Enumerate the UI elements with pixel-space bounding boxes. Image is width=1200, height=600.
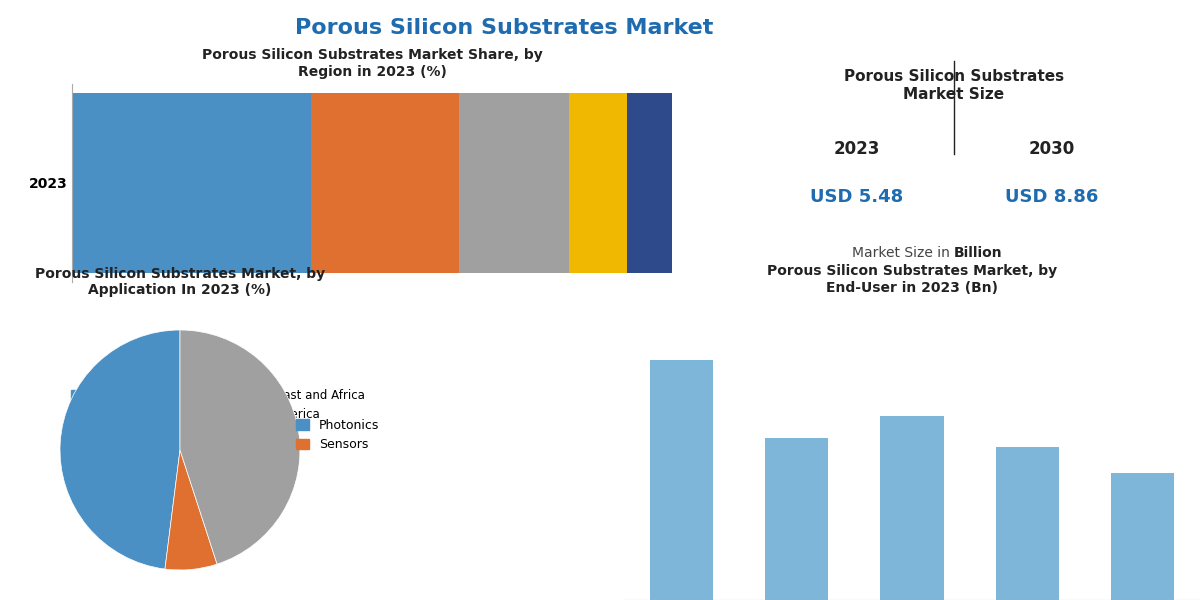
Bar	[72, 93, 311, 273]
Title: Porous Silicon Substrates Market, by
Application In 2023 (%): Porous Silicon Substrates Market, by App…	[35, 267, 325, 298]
Legend: North America, Asia-Pacific, Europe, Middle East and Africa, South America: North America, Asia-Pacific, Europe, Mid…	[66, 384, 370, 445]
Legend: Photonics, Sensors: Photonics, Sensors	[292, 414, 384, 456]
Bar	[460, 93, 569, 273]
Text: USD 5.48: USD 5.48	[810, 188, 902, 206]
Title: Porous Silicon Substrates Market, by
End-User in 2023 (Bn): Porous Silicon Substrates Market, by End…	[767, 265, 1057, 295]
Bar	[881, 416, 943, 600]
Text: USD 8.86: USD 8.86	[1004, 188, 1098, 206]
Bar	[650, 360, 713, 600]
Bar	[626, 93, 672, 273]
Wedge shape	[180, 330, 300, 564]
Wedge shape	[60, 330, 180, 569]
Text: Market Size in: Market Size in	[852, 246, 954, 260]
Text: Billion: Billion	[954, 246, 1003, 260]
Text: Porous Silicon Substrates
Market Size: Porous Silicon Substrates Market Size	[844, 69, 1064, 101]
Text: 2030: 2030	[1028, 140, 1075, 158]
Text: Porous Silicon Substrates Market: Porous Silicon Substrates Market	[295, 18, 713, 38]
Bar	[1111, 473, 1174, 600]
Bar	[311, 93, 460, 273]
Wedge shape	[164, 450, 217, 570]
Text: 2023: 2023	[833, 140, 880, 158]
Title: Porous Silicon Substrates Market Share, by
Region in 2023 (%): Porous Silicon Substrates Market Share, …	[202, 49, 542, 79]
Bar	[766, 438, 828, 600]
Bar	[996, 447, 1058, 600]
Bar	[569, 93, 626, 273]
